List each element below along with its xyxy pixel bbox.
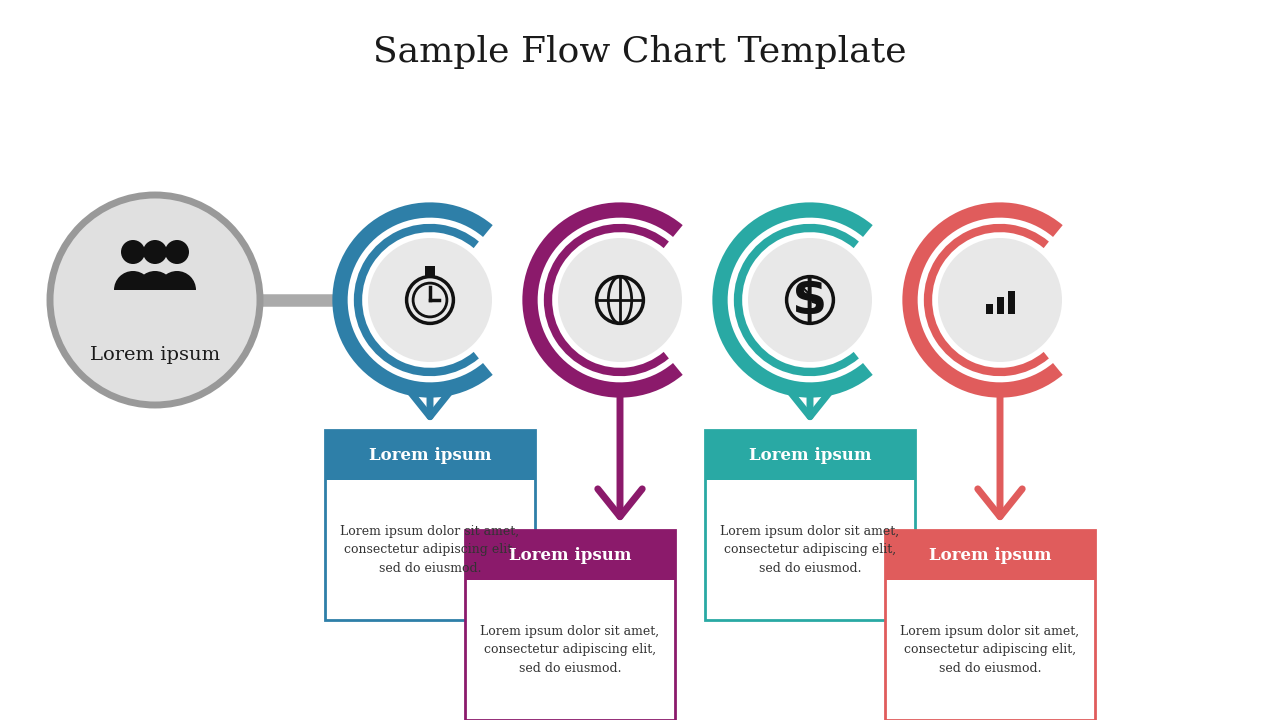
Bar — [325, 430, 535, 620]
Circle shape — [558, 238, 682, 362]
Bar — [997, 297, 1004, 315]
Text: Lorem ipsum dolor sit amet,
consectetur adipiscing elit,
sed do eiusmod.: Lorem ipsum dolor sit amet, consectetur … — [721, 524, 900, 575]
Bar — [465, 530, 675, 720]
Text: Lorem ipsum dolor sit amet,
consectetur adipiscing elit,
sed do eiusmod.: Lorem ipsum dolor sit amet, consectetur … — [340, 524, 520, 575]
Text: Lorem ipsum dolor sit amet,
consectetur adipiscing elit,
sed do eiusmod.: Lorem ipsum dolor sit amet, consectetur … — [480, 624, 659, 675]
Circle shape — [526, 206, 714, 394]
Circle shape — [906, 206, 1094, 394]
Circle shape — [50, 195, 260, 405]
Bar — [884, 530, 1094, 580]
Circle shape — [369, 238, 492, 362]
Wedge shape — [136, 271, 174, 290]
Circle shape — [716, 206, 904, 394]
Circle shape — [122, 240, 145, 264]
Bar — [884, 530, 1094, 720]
Circle shape — [143, 240, 166, 264]
Text: $: $ — [792, 275, 828, 325]
Circle shape — [938, 238, 1062, 362]
Bar — [705, 430, 915, 620]
Text: Lorem ipsum: Lorem ipsum — [929, 546, 1051, 564]
Text: Sample Flow Chart Template: Sample Flow Chart Template — [374, 35, 906, 69]
Text: Lorem ipsum: Lorem ipsum — [369, 446, 492, 464]
Circle shape — [748, 238, 872, 362]
Text: Lorem ipsum: Lorem ipsum — [90, 346, 220, 364]
Text: Lorem ipsum: Lorem ipsum — [749, 446, 872, 464]
Wedge shape — [157, 271, 196, 290]
Bar — [705, 430, 915, 480]
Bar — [465, 530, 675, 580]
Text: Lorem ipsum dolor sit amet,
consectetur adipiscing elit,
sed do eiusmod.: Lorem ipsum dolor sit amet, consectetur … — [900, 624, 1079, 675]
Bar — [325, 430, 535, 480]
Circle shape — [165, 240, 189, 264]
Bar — [425, 266, 435, 276]
Text: Lorem ipsum: Lorem ipsum — [508, 546, 631, 564]
Bar — [1007, 291, 1015, 315]
Wedge shape — [114, 271, 152, 290]
Circle shape — [335, 206, 524, 394]
Bar — [986, 304, 993, 315]
